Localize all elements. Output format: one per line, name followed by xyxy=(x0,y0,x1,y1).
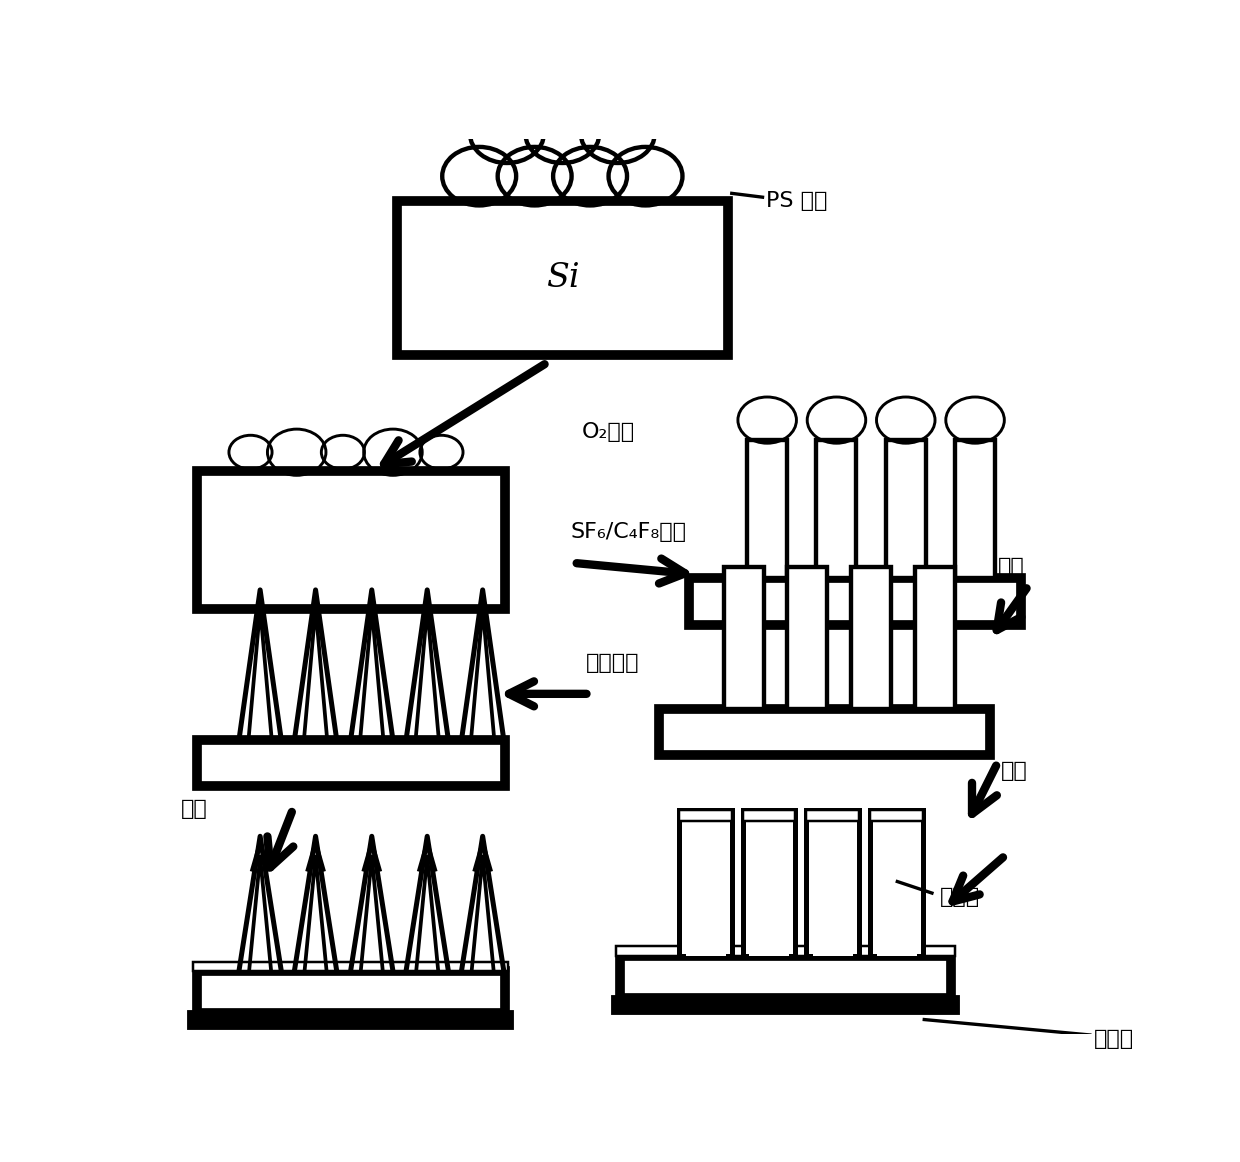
Text: 减反膜: 减反膜 xyxy=(940,887,980,906)
Bar xyxy=(870,810,923,820)
Text: O₂刺蚀: O₂刺蚀 xyxy=(582,422,635,442)
Text: 清洗: 清洗 xyxy=(997,557,1024,576)
Text: Si: Si xyxy=(546,263,579,294)
Bar xyxy=(816,439,857,579)
Text: 增透膜: 增透膜 xyxy=(1094,1028,1133,1049)
Text: 酸液刺蚀: 酸液刺蚀 xyxy=(585,653,639,673)
Bar xyxy=(616,946,955,955)
Bar xyxy=(191,1013,511,1027)
Bar xyxy=(197,740,505,787)
Bar xyxy=(870,810,923,955)
Bar xyxy=(689,579,1021,624)
Bar xyxy=(915,567,955,709)
Bar xyxy=(614,998,957,1012)
Bar xyxy=(197,971,505,1013)
Bar xyxy=(885,439,926,579)
Bar xyxy=(743,810,795,955)
Bar xyxy=(743,810,795,820)
Bar xyxy=(686,820,725,955)
Bar xyxy=(806,810,859,955)
Bar xyxy=(397,201,728,356)
Bar xyxy=(748,439,787,579)
Bar xyxy=(620,955,951,998)
Text: 镀膜: 镀膜 xyxy=(1001,761,1028,781)
Text: 镀膜: 镀膜 xyxy=(181,799,208,819)
Bar xyxy=(955,439,994,579)
Bar xyxy=(724,567,764,709)
Bar xyxy=(787,567,827,709)
Bar xyxy=(749,820,789,955)
Bar xyxy=(812,820,853,955)
Bar xyxy=(658,709,990,755)
Bar xyxy=(877,820,916,955)
Bar xyxy=(680,810,732,955)
Bar xyxy=(806,810,859,820)
Text: PS 小球: PS 小球 xyxy=(766,191,828,211)
Bar xyxy=(197,471,505,609)
Bar xyxy=(851,567,892,709)
Bar xyxy=(192,962,508,971)
Bar xyxy=(680,810,732,820)
Text: SF₆/C₄F₈刺蚀: SF₆/C₄F₈刺蚀 xyxy=(570,522,686,543)
